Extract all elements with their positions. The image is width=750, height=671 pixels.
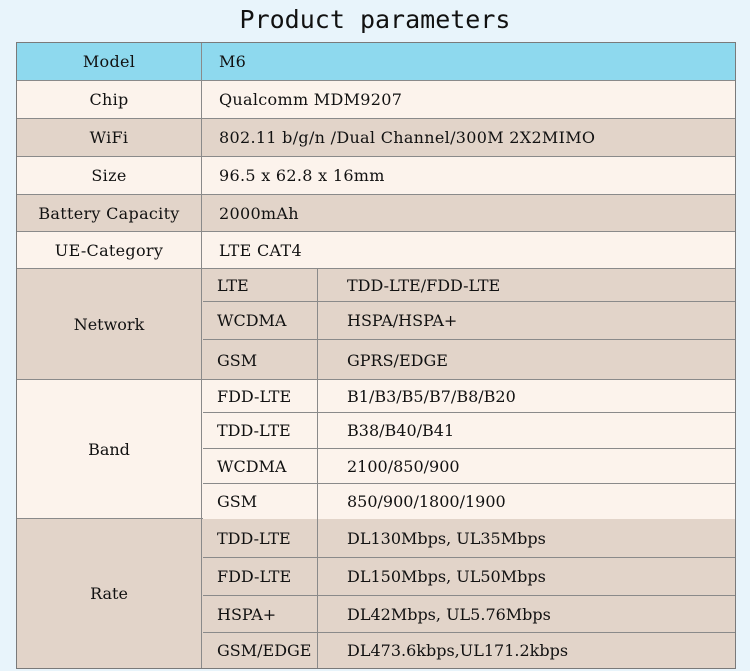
sub-value: HSPA/HSPA+ (347, 311, 458, 330)
band-group: Band FDD-LTE B1/B3/B5/B7/B8/B20 TDD-LTE … (17, 380, 735, 519)
page-title: Product parameters (239, 5, 511, 34)
sub-value: 850/900/1800/1900 (347, 492, 506, 511)
sub-value: DL150Mbps, UL50Mbps (347, 567, 546, 586)
table-row: TDD-LTE DL130Mbps, UL35Mbps (203, 519, 735, 558)
table-row-wifi: WiFi 802.11 b/g/n /Dual Channel/300M 2X2… (17, 119, 735, 157)
sub-key: GSM (203, 340, 318, 380)
sub-key: WCDMA (203, 302, 318, 339)
sub-key: FDD-LTE (203, 380, 318, 412)
table-row: WCDMA 2100/850/900 (203, 449, 735, 484)
rate-group: Rate TDD-LTE DL130Mbps, UL35Mbps FDD-LTE… (17, 519, 735, 668)
row-label: UE-Category (17, 232, 202, 268)
row-value: 802.11 b/g/n /Dual Channel/300M 2X2MIMO (219, 128, 596, 147)
row-value: Qualcomm MDM9207 (219, 90, 403, 109)
row-value: M6 (219, 52, 247, 71)
table-row-model: Model M6 (17, 43, 735, 81)
sub-key: HSPA+ (203, 596, 318, 632)
sub-value: TDD-LTE/FDD-LTE (347, 275, 501, 295)
sub-key: GSM/EDGE (203, 633, 318, 668)
row-value: LTE CAT4 (219, 240, 302, 260)
sub-key: FDD-LTE (203, 558, 318, 595)
table-row: LTE TDD-LTE/FDD-LTE (203, 269, 735, 302)
table-row: WCDMA HSPA/HSPA+ (203, 302, 735, 340)
table-row: HSPA+ DL42Mbps, UL5.76Mbps (203, 596, 735, 633)
network-group: Network LTE TDD-LTE/FDD-LTE WCDMA HSPA/H… (17, 269, 735, 380)
row-value: 96.5 x 62.8 x 16mm (219, 166, 385, 185)
sub-value: GPRS/EDGE (347, 350, 448, 370)
sub-key: TDD-LTE (203, 519, 318, 557)
sub-key: TDD-LTE (203, 413, 318, 448)
table-row: TDD-LTE B38/B40/B41 (203, 413, 735, 449)
parameters-table: Model M6 Chip Qualcomm MDM9207 WiFi 802.… (16, 42, 736, 669)
group-label: Rate (17, 519, 202, 668)
table-row: FDD-LTE DL150Mbps, UL50Mbps (203, 558, 735, 596)
table-row-chip: Chip Qualcomm MDM9207 (17, 81, 735, 119)
sub-value: DL130Mbps, UL35Mbps (347, 528, 546, 548)
sub-value: B1/B3/B5/B7/B8/B20 (347, 386, 516, 406)
group-label: Network (17, 269, 202, 379)
table-row-size: Size 96.5 x 62.8 x 16mm (17, 157, 735, 195)
sub-value: DL473.6kbps,UL171.2kbps (347, 641, 569, 660)
table-row: FDD-LTE B1/B3/B5/B7/B8/B20 (203, 380, 735, 413)
table-row-ue-category: UE-Category LTE CAT4 (17, 232, 735, 269)
sub-key: WCDMA (203, 449, 318, 483)
row-label: Battery Capacity (17, 195, 202, 231)
row-value: 2000mAh (219, 203, 299, 223)
table-row-battery: Battery Capacity 2000mAh (17, 195, 735, 232)
row-label: WiFi (17, 119, 202, 156)
table-row: GSM/EDGE DL473.6kbps,UL171.2kbps (203, 633, 735, 668)
row-label: Chip (17, 81, 202, 118)
row-label: Model (17, 43, 202, 80)
table-row: GSM GPRS/EDGE (203, 340, 735, 380)
sub-key: GSM (203, 484, 318, 519)
sub-key: LTE (203, 269, 318, 301)
sub-value: DL42Mbps, UL5.76Mbps (347, 604, 551, 624)
sub-value: B38/B40/B41 (347, 421, 455, 440)
group-label: Band (17, 380, 202, 518)
sub-value: 2100/850/900 (347, 456, 460, 476)
table-row: GSM 850/900/1800/1900 (203, 484, 735, 519)
row-label: Size (17, 157, 202, 194)
